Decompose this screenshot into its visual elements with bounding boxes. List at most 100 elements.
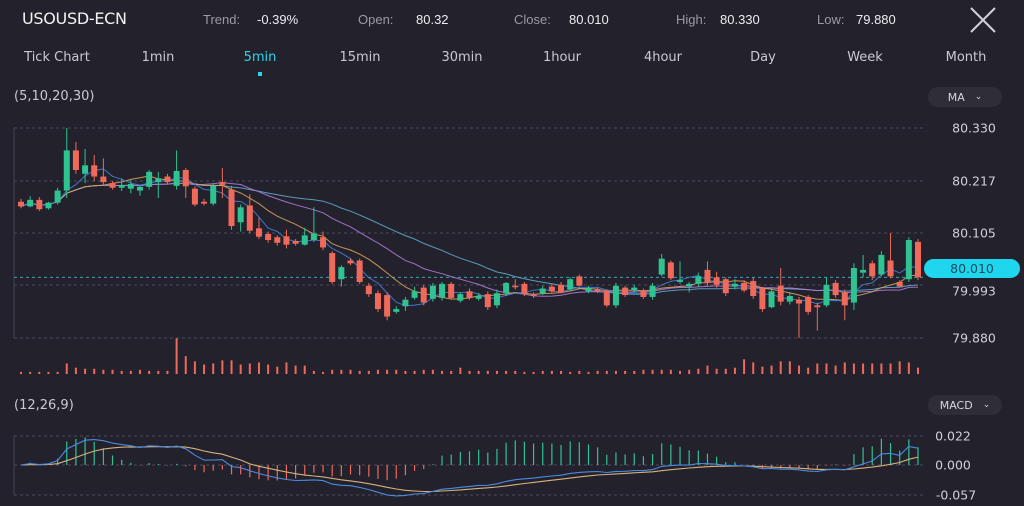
volume-bar [184,356,187,374]
tab-1hour[interactable]: 1hour [542,50,582,65]
candle-down [201,201,208,204]
candle-down [292,240,299,244]
volume-bar [65,363,68,374]
candle-up [136,186,143,191]
ma20-line [20,181,919,297]
candle-down [255,228,262,237]
candle-down [805,296,812,312]
macd-dropdown-label: MACD [939,398,973,412]
volume-bar [761,366,764,374]
volume-bar [477,370,480,374]
volume-bar [431,369,434,374]
close-button[interactable] [968,5,998,35]
candle-up [585,288,592,292]
volume-bar [294,365,297,374]
candle-up [658,258,665,275]
trend-value: -0.39% [257,12,299,27]
volume-bar [395,369,398,374]
x-icon [970,7,996,33]
volume-bar [203,364,206,374]
volume-bar [276,366,279,374]
candle-down [576,276,583,286]
candle-down [246,205,253,231]
volume-bar [532,371,535,374]
candle-down [109,183,116,188]
tab-week[interactable]: Week [847,50,883,65]
candle-up [45,202,52,209]
candle-down [191,188,198,205]
candle-down [72,150,79,170]
candle-down [640,290,647,297]
candle-up [310,233,317,240]
volume-bar [312,370,315,374]
volume-bar [413,370,416,374]
candle-down [777,285,784,302]
volume-bar [871,363,874,374]
tab-day[interactable]: Day [750,50,776,65]
candle-up [823,284,830,306]
macd-indicator-dropdown[interactable]: MACD ⌄ [928,395,1002,415]
volume-bar [587,371,590,374]
tab-15min[interactable]: 15min [339,50,381,65]
volume-bar [441,370,444,374]
tab-tick-chart[interactable]: Tick Chart [24,50,90,65]
price-tick: 79.993 [952,283,996,299]
tab-month[interactable]: Month [945,50,987,65]
chevron-down-icon: ⌄ [982,400,991,410]
volume-bar [651,369,654,374]
volume-bar [120,370,123,374]
volume-bar [633,370,636,374]
volume-bar [157,370,160,374]
volume-bar [752,362,755,374]
volume-bar [697,368,700,374]
price-tick: 79.880 [952,330,996,346]
volume-bar [523,371,526,374]
volume-bar [495,370,498,374]
tab-5min[interactable]: 5min [243,50,277,65]
volume-bar [624,370,627,374]
volume-bar [843,362,846,374]
volume-bar [541,370,544,374]
volume-bar [486,370,489,374]
volume-bar [779,361,782,374]
volume-bar [788,361,791,374]
tab-4hour[interactable]: 4hour [643,50,683,65]
volume-bar [257,362,260,374]
candle-down [759,288,766,310]
candle-down [530,294,537,296]
candle-down [622,287,629,296]
candle-down [283,236,290,245]
volume-bar [917,367,919,374]
volume-bar [669,369,672,374]
candle-down [384,295,391,317]
volume-bar [331,369,334,374]
candle-up [768,291,775,308]
volume-bar [614,370,617,374]
tab-1min[interactable]: 1min [141,50,175,65]
candle-up [27,199,34,207]
candle-down [164,176,171,183]
candle-down [814,305,821,308]
volume-bar [367,370,370,374]
macd-tick: 0.022 [935,428,971,444]
ma-indicator-dropdown[interactable]: MA ⌄ [928,87,1002,107]
volume-bar [578,370,581,374]
volume-bar [349,369,352,374]
volume-bar [422,369,425,374]
volume-bar [450,370,453,374]
tab-30min[interactable]: 30min [441,50,483,65]
candle-up [155,178,162,183]
candle-up [878,254,885,275]
volume-bar [679,370,682,374]
candle-down [219,182,226,185]
volume-bar [816,363,819,374]
candle-up [649,285,656,297]
volume-bar [807,367,810,374]
volume-bar [560,370,563,374]
volume-bar [56,371,59,374]
volume-bar [111,369,114,374]
volume-bar [706,365,709,374]
volume-bar [221,360,224,374]
candle-up [539,288,546,294]
